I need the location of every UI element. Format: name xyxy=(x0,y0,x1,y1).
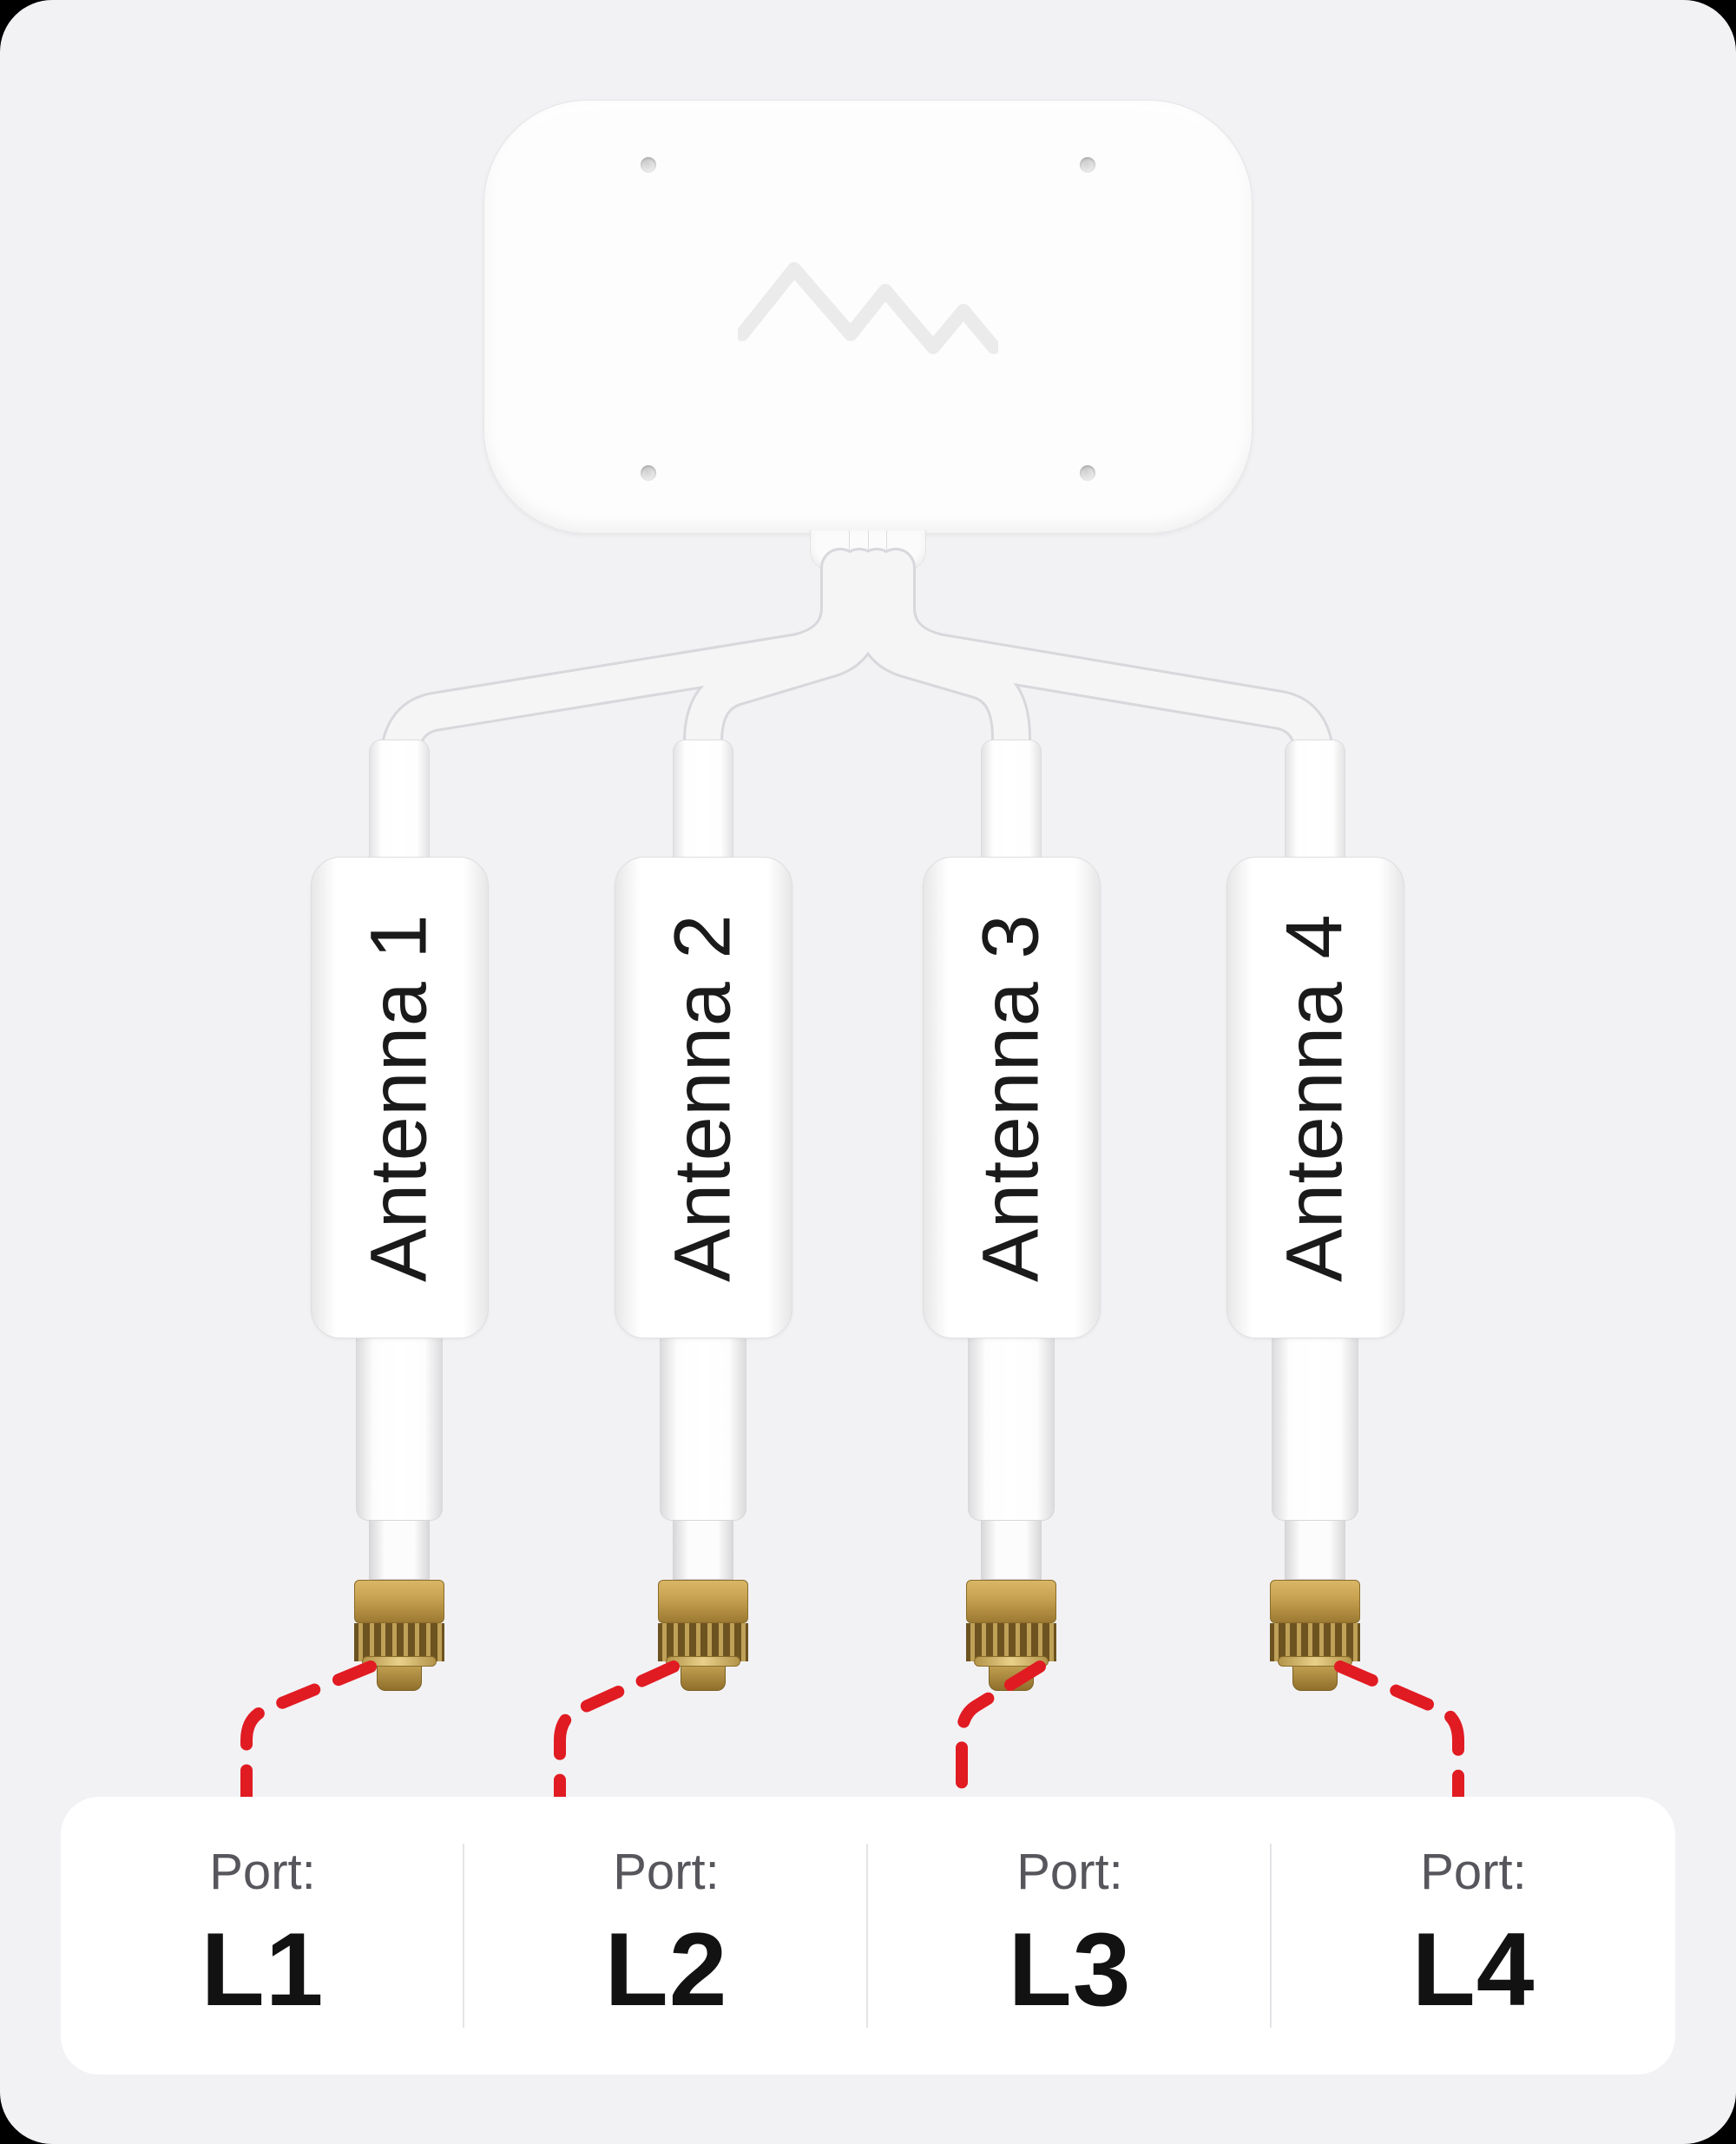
port-2-label: Port: xyxy=(613,1843,720,1901)
antenna-3-label: Antenna 3 xyxy=(966,914,1057,1282)
cable-exit-nub xyxy=(810,530,926,570)
antenna-3-connector xyxy=(966,1580,1056,1691)
mount-hole-bottom-left xyxy=(641,465,656,481)
antenna-2: Antenna 2 xyxy=(608,740,799,1691)
diagram-frame: Antenna 1 Antenna 2 Antenna 3 xyxy=(0,0,1736,2144)
antenna-4-connector xyxy=(1270,1580,1360,1691)
antenna-2-connector xyxy=(658,1580,748,1691)
antenna-4-connector-hex xyxy=(1270,1580,1360,1623)
port-4-value: L4 xyxy=(1411,1910,1535,2029)
antenna-3: Antenna 3 xyxy=(916,740,1107,1691)
antenna-3-barrel-bottom xyxy=(968,1338,1055,1521)
device-logo-wave-icon xyxy=(738,252,998,356)
antenna-1-sleeve xyxy=(369,1521,430,1580)
port-cell-3: Port: L3 xyxy=(868,1797,1272,2075)
antenna-4-label: Antenna 4 xyxy=(1270,914,1361,1282)
port-cell-1: Port: L1 xyxy=(61,1797,464,2075)
antenna-1-label: Antenna 1 xyxy=(354,914,445,1282)
antenna-2-connector-hex xyxy=(658,1580,748,1623)
antenna-4: Antenna 4 xyxy=(1220,740,1410,1691)
antenna-1-body: Antenna 1 xyxy=(311,857,489,1338)
antenna-4-body: Antenna 4 xyxy=(1226,857,1404,1338)
port-cell-2: Port: L2 xyxy=(464,1797,868,2075)
port-4-label: Port: xyxy=(1420,1843,1527,1901)
antenna-4-sleeve xyxy=(1285,1521,1345,1580)
antenna-3-connector-hex xyxy=(966,1580,1056,1623)
antenna-2-body: Antenna 2 xyxy=(615,857,792,1338)
port-1-label: Port: xyxy=(209,1843,316,1901)
antenna-2-sleeve xyxy=(673,1521,733,1580)
port-mapping-card: Port: L1 Port: L2 Port: L3 Port: L4 xyxy=(61,1797,1675,2075)
mount-hole-bottom-right xyxy=(1080,465,1095,481)
antenna-1: Antenna 1 xyxy=(304,740,495,1691)
antenna-4-barrel-bottom xyxy=(1272,1338,1358,1521)
antenna-1-barrel-top xyxy=(369,740,430,857)
antenna-3-sleeve xyxy=(981,1521,1042,1580)
port-cell-4: Port: L4 xyxy=(1272,1797,1675,2075)
mount-hole-top-right xyxy=(1080,157,1095,173)
port-2-value: L2 xyxy=(604,1910,727,2029)
antenna-3-body: Antenna 3 xyxy=(923,857,1101,1338)
port-3-label: Port: xyxy=(1016,1843,1123,1901)
device-body xyxy=(483,100,1253,534)
antenna-1-connector xyxy=(354,1580,444,1691)
antenna-3-barrel-top xyxy=(981,740,1042,857)
port-1-value: L1 xyxy=(201,1910,324,2029)
antenna-2-label: Antenna 2 xyxy=(658,914,749,1282)
mount-hole-top-left xyxy=(641,157,656,173)
antenna-1-barrel-bottom xyxy=(356,1338,443,1521)
antenna-4-barrel-top xyxy=(1285,740,1345,857)
antenna-2-barrel-bottom xyxy=(660,1338,746,1521)
antenna-2-barrel-top xyxy=(673,740,733,857)
antenna-1-connector-hex xyxy=(354,1580,444,1623)
port-3-value: L3 xyxy=(1008,1910,1131,2029)
